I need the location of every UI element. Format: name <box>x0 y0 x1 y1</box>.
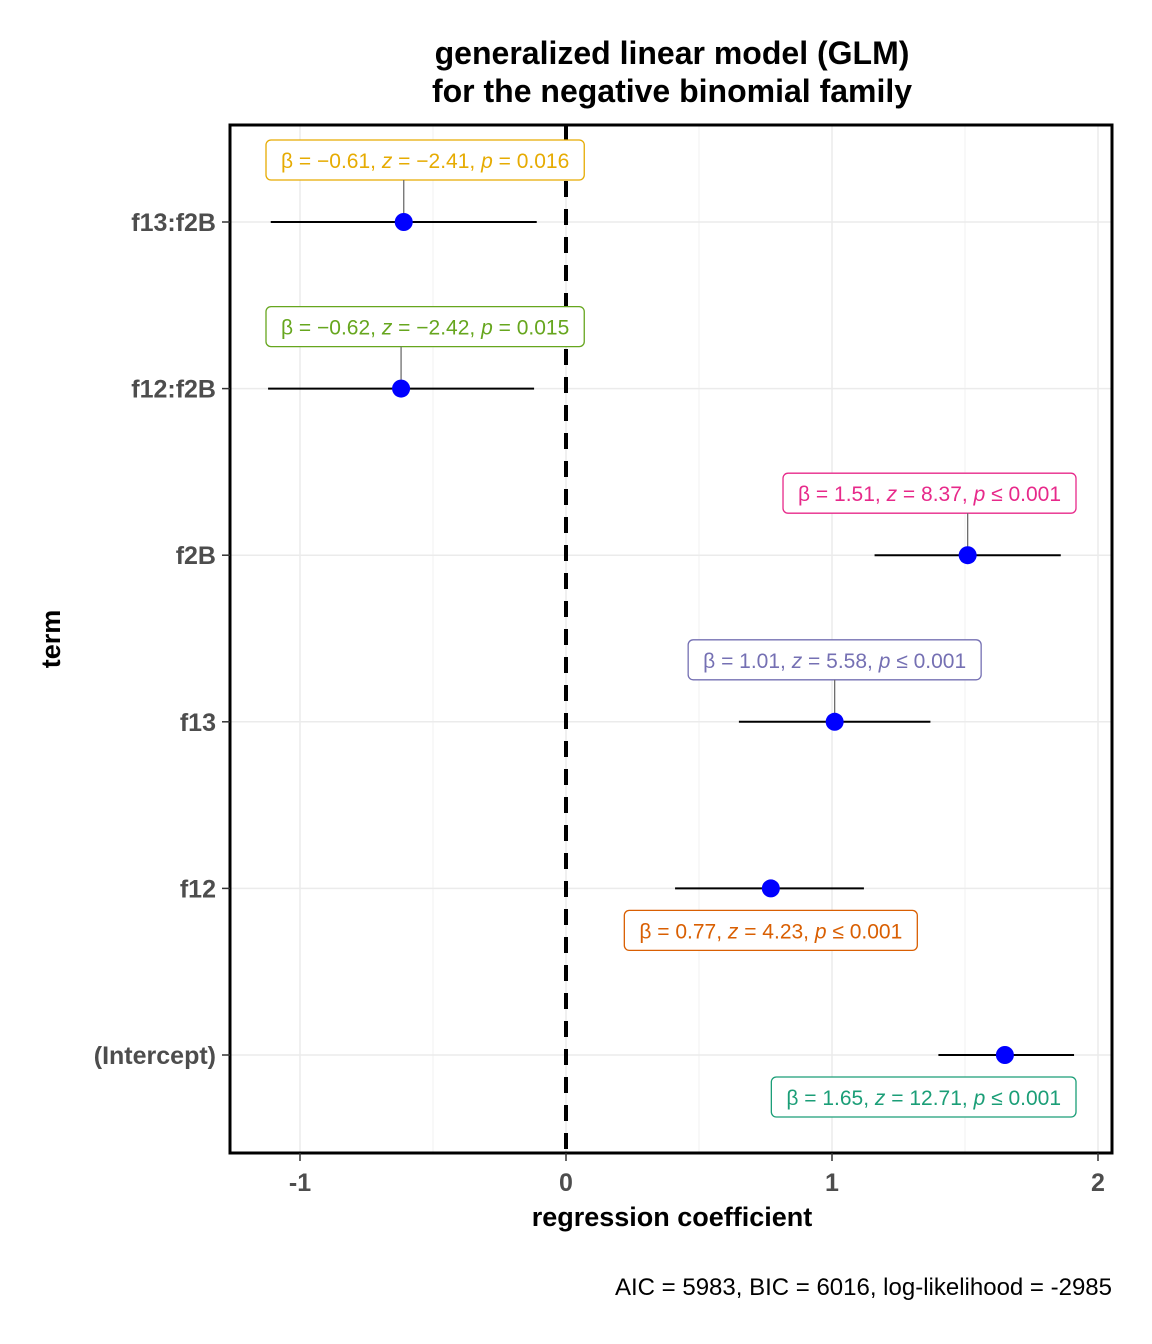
estimate-label-part: β = 1.65, <box>786 1087 875 1110</box>
estimate-label-part: = 4.23, <box>738 920 814 943</box>
estimate-label-part: = 0.015 <box>493 317 569 340</box>
estimate-point <box>392 379 411 398</box>
x-tick-label: 2 <box>1091 1169 1105 1197</box>
y-tick-label: f12 <box>180 875 216 903</box>
estimate-label-part: = 8.37, <box>897 483 973 506</box>
plot-panel-border <box>228 123 1114 1155</box>
estimate-label: β = 1.01, z = 5.58, p ≤ 0.001 <box>687 639 982 681</box>
estimate-label: β = −0.62, z = −2.42, p = 0.015 <box>265 305 585 348</box>
estimate-label: β = 0.77, z = 4.23, p ≤ 0.001 <box>623 909 918 952</box>
chart-title-line-1: generalized linear model (GLM) <box>435 35 910 71</box>
estimate-label-part: z <box>791 650 803 673</box>
estimate-label-box <box>265 305 585 348</box>
estimate-label-box <box>770 1076 1077 1118</box>
estimate-label-part: p <box>480 150 493 173</box>
estimate-label-text: β = 1.51, z = 8.37, p ≤ 0.001 <box>798 483 1061 506</box>
estimate-label-text: β = 1.01, z = 5.58, p ≤ 0.001 <box>703 650 966 673</box>
estimate-label: β = 1.65, z = 12.71, p ≤ 0.001 <box>770 1076 1077 1118</box>
estimate-label-part: β = 1.51, <box>798 483 887 506</box>
y-axis-title: term <box>36 610 66 669</box>
estimate-label-part: p <box>878 650 891 673</box>
x-tick-label: 0 <box>559 1169 573 1197</box>
estimate-label-part: = 5.58, <box>802 650 878 673</box>
grid-lines <box>230 125 1112 1153</box>
estimate-point <box>958 546 977 565</box>
y-tick-label: (Intercept) <box>94 1042 216 1070</box>
x-axis-title: regression coefficient <box>532 1202 813 1232</box>
estimate-label-text: β = −0.61, z = −2.41, p = 0.016 <box>281 150 569 173</box>
chart-title-line-2: for the negative binomial family <box>432 73 912 109</box>
estimate-label: β = 1.51, z = 8.37, p ≤ 0.001 <box>782 472 1077 514</box>
estimate-label-part: = 12.71, <box>885 1087 973 1110</box>
y-tick-label: f13:f2B <box>131 209 216 237</box>
estimate-label-part: β = 0.77, <box>639 920 728 943</box>
estimate-label-part: p <box>814 920 827 943</box>
estimate-label-part: p <box>973 1087 986 1110</box>
x-tick-label: 1 <box>825 1169 839 1197</box>
estimate-label-text: β = 0.77, z = 4.23, p ≤ 0.001 <box>639 920 902 943</box>
estimate-label-text: β = 1.65, z = 12.71, p ≤ 0.001 <box>786 1087 1061 1110</box>
estimate-point <box>995 1046 1014 1064</box>
estimate-label-part: = 0.016 <box>493 150 569 173</box>
y-tick-label: f12:f2B <box>131 376 216 404</box>
estimate-label-part: = −2.42, <box>392 317 481 340</box>
estimate-label-part: z <box>886 483 898 506</box>
estimate-label-box <box>265 139 585 181</box>
estimate-label-part: β = 1.01, <box>703 650 792 673</box>
estimate-label-part: p <box>973 483 986 506</box>
estimate-label-box <box>782 472 1077 514</box>
model-fit-caption: AIC = 5983, BIC = 6016, log-likelihood =… <box>615 1274 1112 1301</box>
estimate-label-part: ≤ 0.001 <box>827 920 903 943</box>
estimate-label-part: ≤ 0.001 <box>890 650 966 673</box>
estimate-label-part: ≤ 0.001 <box>985 483 1061 506</box>
y-tick-label: f13 <box>180 709 216 737</box>
estimate-label-text: β = −0.62, z = −2.42, p = 0.015 <box>281 317 569 340</box>
estimate-label-part: p <box>480 317 493 340</box>
estimate-label-part: z <box>381 317 393 340</box>
estimate-label-part: ≤ 0.001 <box>985 1087 1061 1110</box>
estimate-label-box <box>623 909 918 952</box>
estimate-label-part: z <box>727 920 739 943</box>
estimate-label-part: β = −0.61, <box>281 150 382 173</box>
estimate-label-part: z <box>874 1087 886 1110</box>
x-axis: -1 0 1 2 <box>289 1153 1105 1197</box>
estimate-point <box>394 213 413 231</box>
estimate-label-part: = −2.41, <box>392 150 481 173</box>
estimate-label-part: z <box>381 150 393 173</box>
y-tick-label: f2B <box>176 542 216 570</box>
estimate-label: β = −0.61, z = −2.41, p = 0.016 <box>265 139 585 181</box>
estimate-label-part: β = −0.62, <box>281 317 382 340</box>
y-axis: (Intercept) f12 f13 f2B f12:f2B f13:f2B <box>94 209 230 1070</box>
x-tick-label: -1 <box>289 1169 311 1197</box>
estimate-point <box>825 712 844 731</box>
estimate-point <box>761 879 780 898</box>
